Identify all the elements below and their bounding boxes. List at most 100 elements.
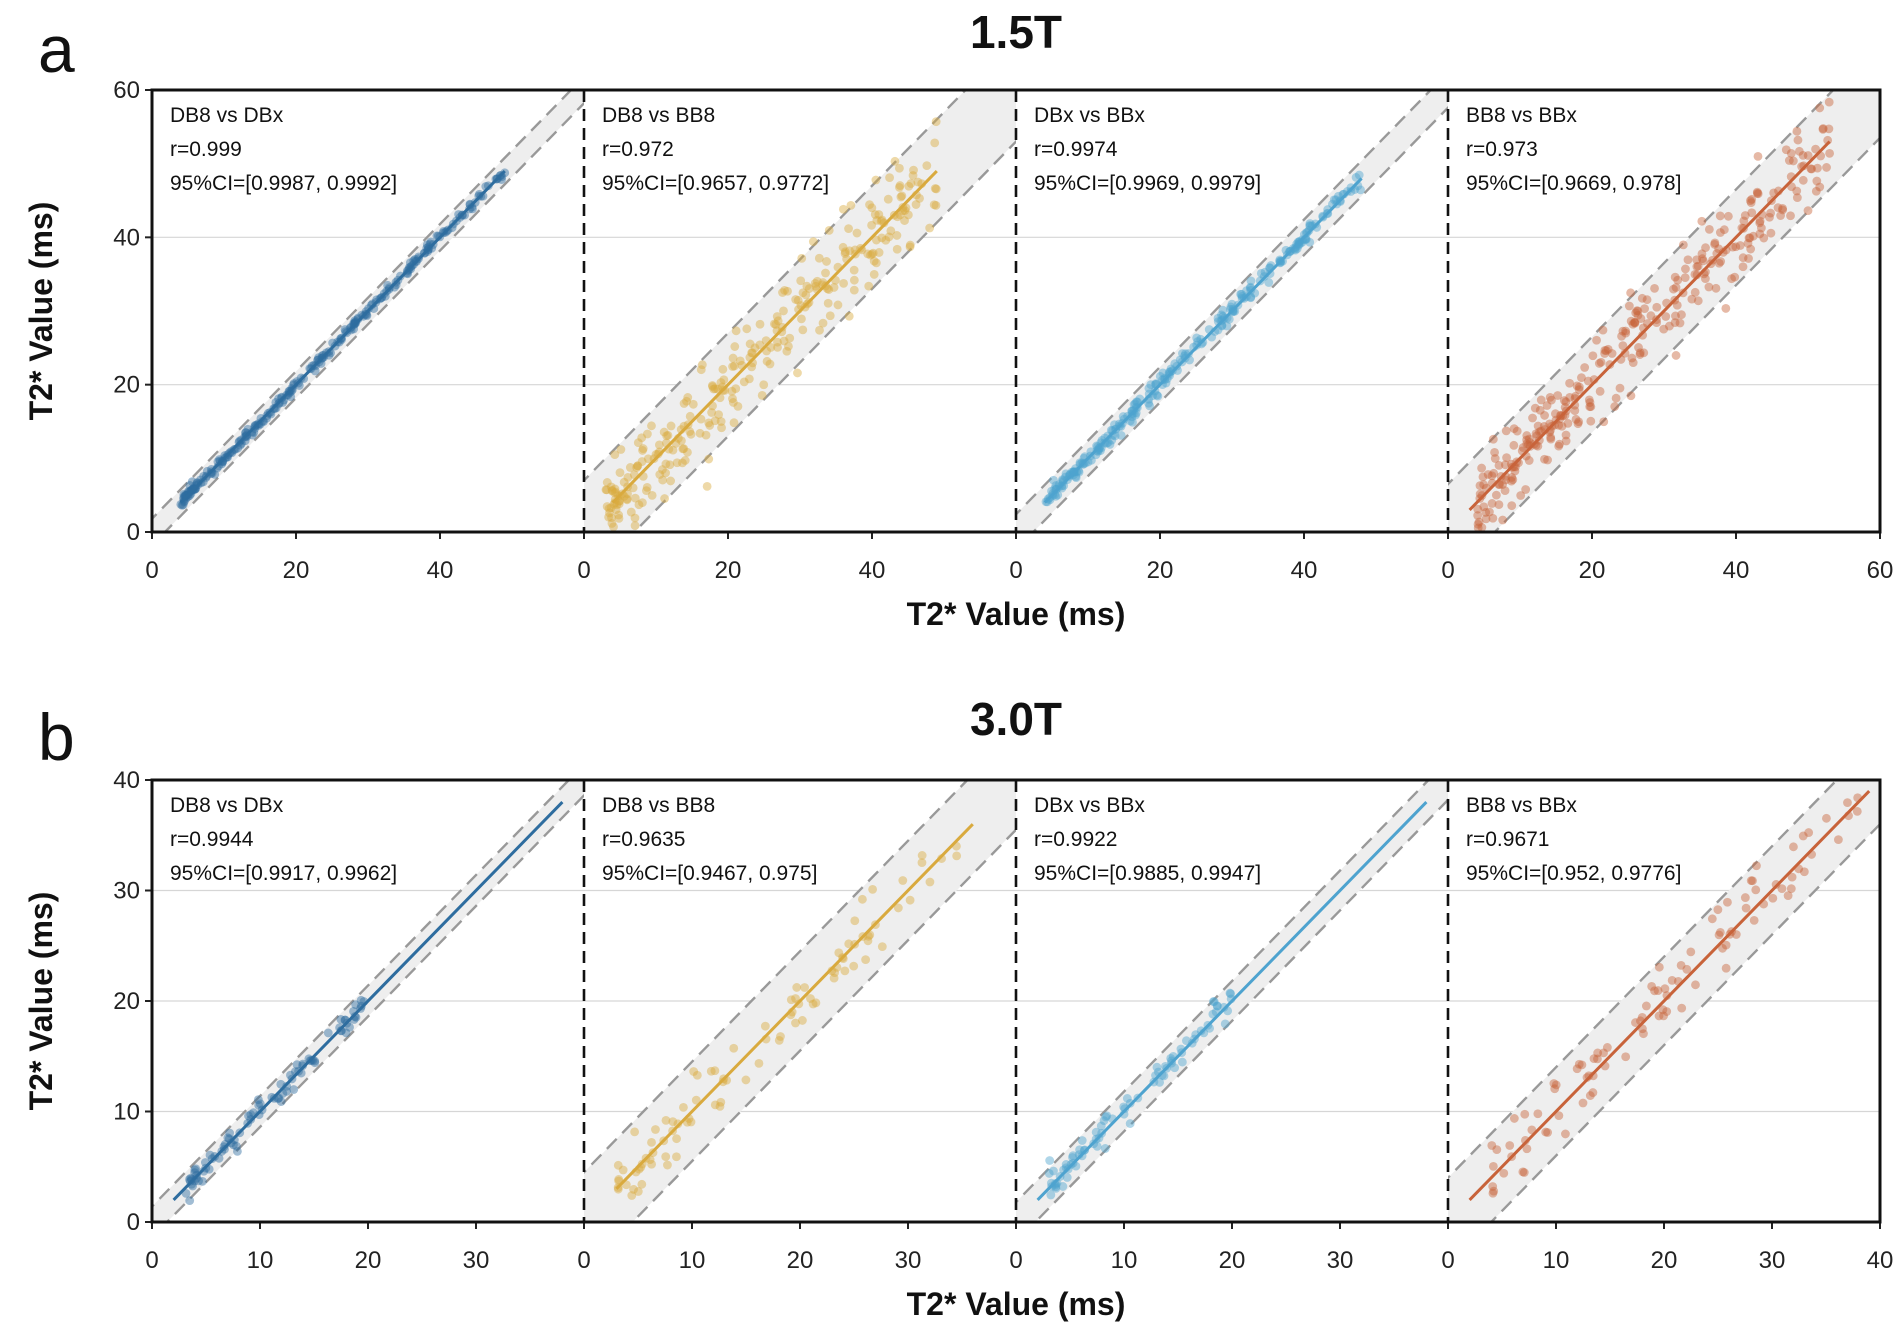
data-point — [1574, 385, 1584, 395]
x-tick-label: 20 — [283, 557, 310, 584]
data-point — [1122, 1094, 1132, 1103]
data-point — [1746, 244, 1756, 254]
data-point — [1356, 185, 1365, 195]
data-point — [1290, 244, 1300, 254]
data-point — [616, 445, 626, 454]
data-point — [1693, 261, 1703, 271]
data-point — [1721, 940, 1731, 950]
data-point — [886, 226, 896, 236]
data-point — [845, 246, 854, 256]
data-point — [1485, 507, 1494, 517]
data-point — [1746, 876, 1756, 886]
data-point — [633, 461, 643, 471]
data-point — [1227, 299, 1237, 309]
data-point — [1588, 1088, 1598, 1097]
data-point — [1834, 835, 1843, 845]
data-point — [1748, 876, 1757, 886]
data-point — [1794, 146, 1804, 156]
data-point — [869, 270, 879, 279]
data-point — [863, 249, 873, 259]
data-point — [1499, 1168, 1509, 1178]
data-point — [606, 503, 616, 513]
x-tick-label: 0 — [1441, 557, 1454, 584]
data-point — [637, 498, 647, 508]
data-point — [930, 184, 940, 193]
data-point — [1789, 842, 1798, 852]
data-point — [1572, 1064, 1582, 1074]
data-point — [323, 1028, 333, 1038]
panel-3: DBx vs BBx r=0.9922 95%CI=[0.9885, 0.9947]… — [1009, 780, 1448, 1274]
data-point — [1049, 1166, 1058, 1176]
data-point — [1670, 318, 1680, 328]
panel-4: BB8 vs BBx r=0.973 95%CI=[0.9669, 0.978] 0 2… — [1441, 90, 1893, 584]
data-point — [1642, 295, 1652, 305]
data-point — [870, 210, 880, 219]
data-point — [1670, 272, 1680, 282]
data-point — [1627, 353, 1637, 363]
data-point — [1677, 1003, 1687, 1013]
data-point — [1477, 523, 1487, 532]
data-point — [1217, 310, 1226, 320]
data-point — [808, 237, 818, 247]
correlation-r: r=0.972 — [602, 138, 674, 161]
data-point — [1170, 1063, 1180, 1073]
data-point — [1551, 409, 1560, 419]
limit-line — [584, 780, 970, 1174]
data-point — [931, 201, 941, 210]
data-point — [1755, 229, 1765, 239]
correlation-r: r=0.9974 — [1034, 138, 1118, 161]
data-point — [884, 232, 894, 242]
data-point — [1660, 984, 1670, 994]
y-tick-label: 40 — [113, 224, 140, 251]
data-point — [1714, 258, 1724, 268]
data-point — [1522, 439, 1532, 449]
data-point — [1811, 186, 1821, 196]
data-point — [1671, 283, 1681, 292]
data-point — [1798, 831, 1808, 841]
data-point — [1786, 884, 1796, 894]
data-point — [679, 399, 689, 408]
data-point — [1692, 255, 1702, 265]
data-point — [759, 380, 769, 390]
data-point — [622, 495, 632, 505]
data-point — [731, 326, 741, 336]
data-point — [1766, 228, 1776, 238]
data-point — [802, 281, 812, 291]
data-point — [913, 177, 923, 187]
data-point — [808, 999, 818, 1009]
data-point — [1692, 262, 1702, 272]
data-point — [1730, 272, 1740, 282]
data-point — [1305, 237, 1315, 247]
confidence-interval: 95%CI=[0.952, 0.9776] — [1466, 862, 1681, 885]
data-point — [255, 1099, 265, 1109]
data-point — [660, 494, 669, 503]
data-point — [1065, 470, 1075, 479]
data-point — [1100, 1144, 1110, 1153]
data-point — [1101, 1112, 1111, 1122]
data-point — [908, 171, 918, 180]
data-point — [1071, 473, 1081, 482]
data-point — [1507, 476, 1516, 486]
data-point — [793, 368, 802, 378]
x-tick-label: 30 — [463, 1247, 490, 1274]
panel-plot-area — [584, 780, 1016, 1222]
data-point — [1786, 149, 1796, 158]
data-point — [881, 235, 891, 245]
data-point — [1487, 471, 1497, 481]
data-point — [233, 1146, 242, 1156]
data-point — [931, 184, 941, 194]
data-point — [1585, 398, 1595, 407]
data-point — [733, 401, 743, 411]
data-point — [829, 283, 839, 292]
data-point — [686, 1117, 696, 1127]
data-point — [1778, 203, 1787, 213]
data-point — [1044, 1169, 1054, 1178]
data-point — [793, 295, 803, 305]
data-point — [864, 281, 874, 291]
data-point — [647, 1137, 656, 1147]
data-point — [871, 235, 881, 245]
data-point — [1735, 241, 1745, 250]
data-point — [1753, 188, 1762, 198]
data-point — [1585, 1091, 1595, 1100]
data-point — [877, 233, 887, 243]
